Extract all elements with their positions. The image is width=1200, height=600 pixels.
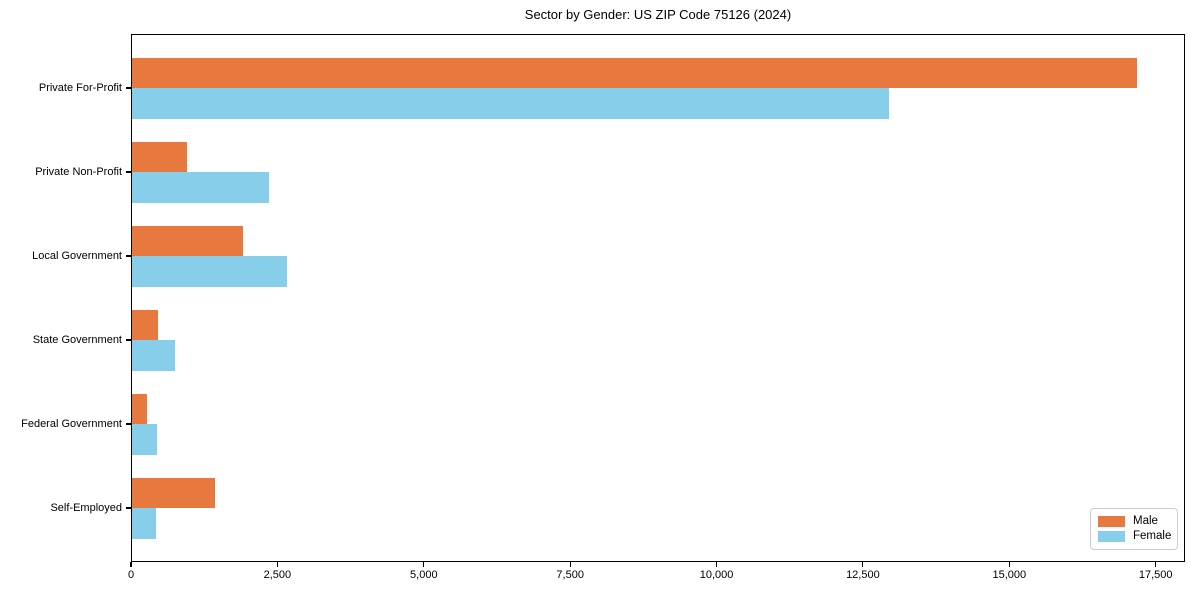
bar-male-self-employed (131, 477, 215, 508)
y-axis-label-private-for-profit: Private For-Profit (38, 82, 122, 94)
bar-female-private-non-profit (131, 172, 270, 203)
y-axis-label-state-government: State Government (32, 334, 122, 346)
x-axis-label-7500: 7,500 (556, 569, 584, 581)
chart-title: Sector by Gender: US ZIP Code 75126 (202… (524, 7, 792, 22)
x-axis-label-10000: 10,000 (699, 569, 734, 581)
bar-male-state-government (131, 309, 158, 340)
male-legend-swatch (1098, 516, 1125, 527)
x-axis-tick-5000 (423, 562, 425, 567)
x-axis-tick-2500 (276, 562, 278, 567)
bar-male-private-for-profit (131, 57, 1137, 88)
bar-female-self-employed (131, 508, 157, 539)
bar-male-federal-government (131, 393, 148, 424)
y-axis-tick-local-government (126, 255, 131, 257)
female-legend-swatch (1098, 531, 1125, 542)
y-axis-label-private-non-profit: Private Non-Profit (35, 166, 122, 178)
female-legend-label: Female (1133, 530, 1172, 542)
x-axis-tick-12500 (862, 562, 864, 567)
x-axis-tick-7500 (569, 562, 571, 567)
bar-female-federal-government (131, 424, 158, 455)
x-axis-label-2500: 2,500 (263, 569, 292, 581)
y-axis-label-self-employed: Self-Employed (50, 502, 122, 514)
bar-female-local-government (131, 256, 288, 287)
x-axis-tick-0 (130, 562, 132, 567)
y-axis-tick-state-government (126, 339, 131, 341)
legend: Male Female (1090, 508, 1178, 550)
bar-female-private-for-profit (131, 88, 889, 119)
legend-item-male: Male (1098, 515, 1169, 528)
y-axis-label-local-government: Local Government (32, 250, 122, 262)
x-axis-label-0: 0 (127, 569, 135, 581)
x-axis-label-17500: 17,500 (1138, 569, 1173, 581)
bar-male-private-non-profit (131, 141, 188, 172)
y-axis-tick-private-for-profit (126, 87, 131, 89)
y-axis-tick-federal-government (126, 423, 131, 425)
x-axis-label-12500: 12,500 (846, 569, 880, 581)
y-axis-tick-private-non-profit (126, 171, 131, 173)
y-axis-tick-self-employed (126, 507, 131, 509)
bar-male-local-government (131, 225, 244, 256)
bar-female-state-government (131, 340, 175, 371)
x-axis-tick-17500 (1155, 562, 1157, 567)
x-axis-label-15000: 15,000 (992, 569, 1027, 581)
plot-area (131, 34, 1185, 562)
x-axis-tick-10000 (716, 562, 718, 567)
legend-item-female: Female (1098, 530, 1172, 543)
y-axis-label-federal-government: Federal Government (21, 418, 122, 430)
male-legend-label: Male (1133, 515, 1158, 527)
x-axis-tick-15000 (1008, 562, 1010, 567)
x-axis-label-5000: 5,000 (410, 569, 438, 581)
